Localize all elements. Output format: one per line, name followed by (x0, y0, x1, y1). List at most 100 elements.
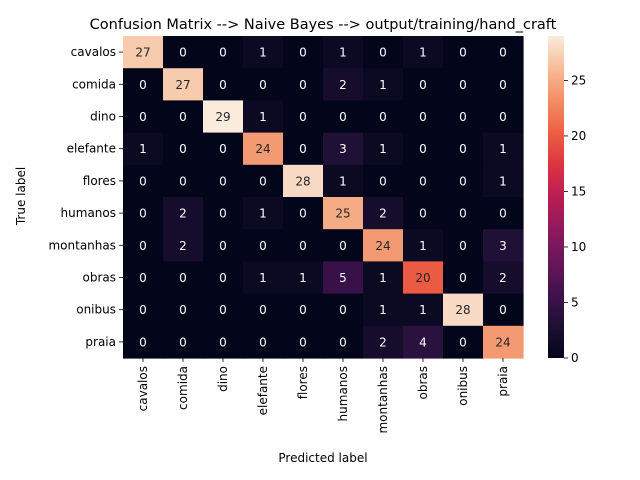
heatmap-cell-0-3 (243, 36, 284, 69)
cell-value-label: 1 (139, 142, 147, 156)
cell-value-label: 0 (299, 110, 307, 124)
cell-value-label: 0 (459, 174, 467, 188)
heatmap-cell-9-4 (283, 325, 324, 359)
heatmap-cell-1-3 (243, 68, 284, 101)
heatmap-cell-7-0 (123, 261, 164, 295)
heatmap-cell-4-0 (123, 164, 164, 198)
heatmap-cell-7-1 (163, 261, 204, 295)
heatmap-cell-labels: 27 0 0 1 0 1 0 1 0 00 27 0 0 0 2 1 0 0 00 0 29 1 0 0 0 0 0 01 0 0 24 0 3… (135, 46, 510, 350)
heatmap-cell-5-4 (283, 197, 324, 230)
heatmap-cell-3-1 (163, 132, 204, 166)
x-tick-label: humanos (336, 366, 350, 421)
heatmap-cell-5-6 (363, 197, 404, 230)
cell-value-label: 24 (495, 335, 510, 349)
cell-value-label: 0 (339, 239, 347, 253)
heatmap-cell-0-8 (443, 36, 484, 69)
cell-value-label: 0 (419, 207, 427, 221)
cell-value-label: 0 (459, 46, 467, 60)
cell-value-label: 0 (219, 303, 227, 317)
heatmap-cell-9-5 (323, 325, 364, 359)
heatmap-cell-4-1 (163, 164, 204, 198)
cell-value-label: 0 (299, 239, 307, 253)
heatmap-cell-8-7 (403, 293, 444, 327)
heatmap-cell-4-9 (483, 164, 524, 198)
cell-value-label: 0 (179, 271, 187, 285)
cell-value-label: 0 (139, 110, 147, 124)
heatmap-cell-1-7 (403, 68, 444, 101)
heatmap-cell-9-3 (243, 325, 284, 359)
x-tick-label: onibus (456, 366, 470, 406)
cell-value-label: 2 (339, 78, 347, 92)
cell-value-label: 0 (179, 335, 187, 349)
heatmap-cell-2-7 (403, 100, 444, 134)
cell-value-label: 0 (379, 46, 387, 60)
heatmap-cell-3-2 (203, 132, 244, 166)
heatmap-cell-8-3 (243, 293, 284, 327)
cell-value-label: 20 (415, 271, 430, 285)
heatmap-cell-4-8 (443, 164, 484, 198)
colorbar-tick-label: 20 (571, 129, 586, 143)
cell-value-label: 3 (339, 142, 347, 156)
cell-value-label: 0 (219, 78, 227, 92)
cell-value-label: 1 (499, 174, 507, 188)
y-tick-label: cavalos (71, 45, 116, 59)
cell-value-label: 1 (379, 142, 387, 156)
x-tick-label: comida (176, 366, 190, 410)
heatmap-cell-9-7 (403, 325, 444, 359)
heatmap-cell-8-8 (443, 293, 484, 327)
heatmap-cell-6-4 (283, 229, 324, 262)
heatmap-cell-2-2 (203, 100, 244, 134)
heatmap-cell-7-6 (363, 261, 404, 295)
cell-value-label: 4 (419, 335, 427, 349)
cell-value-label: 24 (375, 239, 390, 253)
heatmap-cell-2-9 (483, 100, 524, 134)
cell-value-label: 0 (459, 78, 467, 92)
cell-value-label: 0 (299, 207, 307, 221)
cell-value-label: 0 (219, 174, 227, 188)
cell-value-label: 1 (419, 239, 427, 253)
heatmap-cell-6-2 (203, 229, 244, 262)
heatmap-cell-3-3 (243, 132, 284, 166)
heatmap-cell-3-5 (323, 132, 364, 166)
cell-value-label: 0 (259, 239, 267, 253)
cell-value-label: 0 (299, 46, 307, 60)
y-tick-label: comida (72, 77, 116, 91)
cell-value-label: 0 (499, 46, 507, 60)
heatmap-cell-7-4 (283, 261, 324, 295)
heatmap-cell-9-0 (123, 325, 164, 359)
x-tick-label: elefante (256, 366, 270, 415)
cell-value-label: 0 (459, 335, 467, 349)
cell-value-label: 0 (419, 142, 427, 156)
heatmap-cell-7-7 (403, 261, 444, 295)
heatmap-cell-9-8 (443, 325, 484, 359)
heatmap-cell-8-4 (283, 293, 324, 327)
y-tick-label: praia (85, 335, 116, 349)
cell-value-label: 0 (139, 239, 147, 253)
cell-value-label: 2 (499, 271, 507, 285)
heatmap-cell-0-7 (403, 36, 444, 69)
colorbar-tick-label: 15 (571, 184, 586, 198)
cell-value-label: 25 (335, 207, 350, 221)
cell-value-label: 1 (419, 303, 427, 317)
heatmap-cell-1-9 (483, 68, 524, 101)
cell-value-label: 2 (179, 239, 187, 253)
cell-value-label: 0 (339, 335, 347, 349)
heatmap-cell-4-4 (283, 164, 324, 198)
cell-value-label: 27 (175, 78, 190, 92)
chart-title: Confusion Matrix --> Naive Bayes --> out… (90, 17, 557, 33)
colorbar-tick-label: 5 (571, 295, 579, 309)
heatmap-cell-6-3 (243, 229, 284, 262)
heatmap-cell-6-6 (363, 229, 404, 262)
cell-value-label: 0 (259, 78, 267, 92)
cell-value-label: 0 (459, 271, 467, 285)
cell-value-label: 0 (339, 110, 347, 124)
cell-value-label: 2 (179, 207, 187, 221)
cell-value-label: 1 (339, 174, 347, 188)
cell-value-label: 0 (299, 335, 307, 349)
cell-value-label: 1 (339, 46, 347, 60)
heatmap-cell-5-1 (163, 197, 204, 230)
heatmap-cell-6-9 (483, 229, 524, 262)
heatmap-cell-6-1 (163, 229, 204, 262)
heatmap-cell-2-8 (443, 100, 484, 134)
